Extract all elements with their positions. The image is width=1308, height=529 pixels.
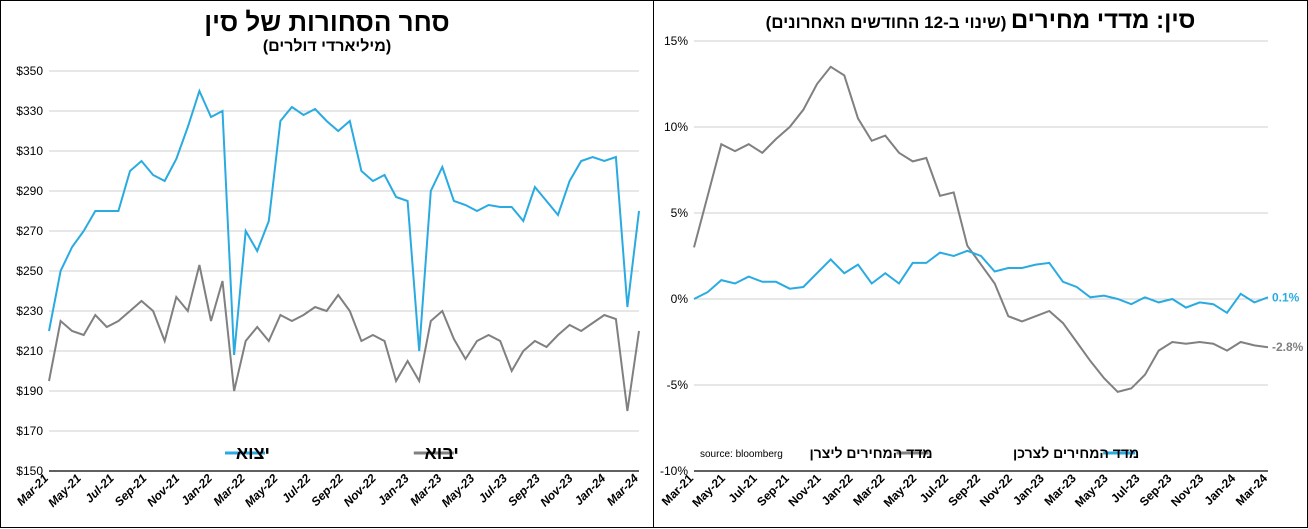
legend-item: יבוא [424,443,458,463]
svg-text:Nov-22: Nov-22 [341,471,379,509]
svg-text:0%: 0% [671,292,689,306]
svg-text:Sep-21: Sep-21 [754,471,792,509]
svg-text:$290: $290 [16,184,43,198]
svg-text:May-22: May-22 [881,471,920,510]
svg-text:Jan-22: Jan-22 [819,471,856,508]
svg-text:Nov-23: Nov-23 [537,471,575,509]
right-chart-panel: סין: מדדי מחירים (שינוי ב-12 החודשים האח… [654,0,1308,528]
svg-text:Sep-22: Sep-22 [945,471,983,509]
svg-text:$350: $350 [16,64,43,78]
right-chart-plot: -10%-5%0%5%10%15%Mar-21May-21Jul-21Sep-2… [654,1,1308,529]
svg-text:$330: $330 [16,104,43,118]
svg-text:5%: 5% [671,206,689,220]
svg-text:Jan-23: Jan-23 [1010,471,1047,508]
svg-text:Sep-22: Sep-22 [308,471,346,509]
svg-text:May-21: May-21 [689,471,728,510]
svg-text:Mar-23: Mar-23 [1042,471,1079,508]
svg-text:May-23: May-23 [439,471,478,510]
svg-text:May-22: May-22 [242,471,281,510]
svg-text:Sep-21: Sep-21 [112,471,150,509]
svg-text:Mar-22: Mar-22 [211,471,248,508]
legend-item: יצוא [236,443,270,463]
svg-text:Jan-22: Jan-22 [178,471,215,508]
svg-text:Nov-22: Nov-22 [977,471,1015,509]
svg-text:$170: $170 [16,424,43,438]
svg-text:15%: 15% [664,34,688,48]
svg-text:Nov-21: Nov-21 [144,471,182,509]
svg-text:$270: $270 [16,224,43,238]
svg-text:Sep-23: Sep-23 [505,471,543,509]
series-end-label: -2.8% [1272,340,1304,354]
svg-text:Jan-23: Jan-23 [375,471,412,508]
left-chart-panel: סחר הסחורות של סין (מיליארדי דולרים) $15… [0,0,654,528]
svg-text:$210: $210 [16,344,43,358]
svg-text:May-23: May-23 [1072,471,1111,510]
svg-text:$190: $190 [16,384,43,398]
svg-text:Jul-22: Jul-22 [279,471,314,506]
svg-text:May-21: May-21 [45,471,84,510]
svg-text:Mar-22: Mar-22 [850,471,887,508]
svg-text:Jul-21: Jul-21 [82,471,117,506]
svg-text:$250: $250 [16,264,43,278]
svg-text:10%: 10% [664,120,688,134]
svg-text:$230: $230 [16,304,43,318]
svg-text:Nov-23: Nov-23 [1168,471,1206,509]
series-end-label: 0.1% [1272,290,1300,304]
svg-text:Jul-23: Jul-23 [476,471,511,506]
svg-text:Jan-24: Jan-24 [572,471,609,508]
svg-text:Sep-23: Sep-23 [1137,471,1175,509]
svg-text:Mar-24: Mar-24 [1233,471,1270,508]
source-text: source: bloomberg [700,449,783,460]
svg-text:-5%: -5% [667,378,689,392]
svg-text:$310: $310 [16,144,43,158]
svg-text:Nov-21: Nov-21 [785,471,823,509]
svg-text:Mar-24: Mar-24 [604,471,641,508]
left-chart-plot: $150$170$190$210$230$250$270$290$310$330… [1,1,655,529]
legend-item: מדד המחירים ליצרן [810,445,933,461]
svg-text:Jan-24: Jan-24 [1201,471,1238,508]
svg-text:Mar-23: Mar-23 [407,471,444,508]
legend-item: מדד המחירים לצרכן [1013,445,1139,461]
